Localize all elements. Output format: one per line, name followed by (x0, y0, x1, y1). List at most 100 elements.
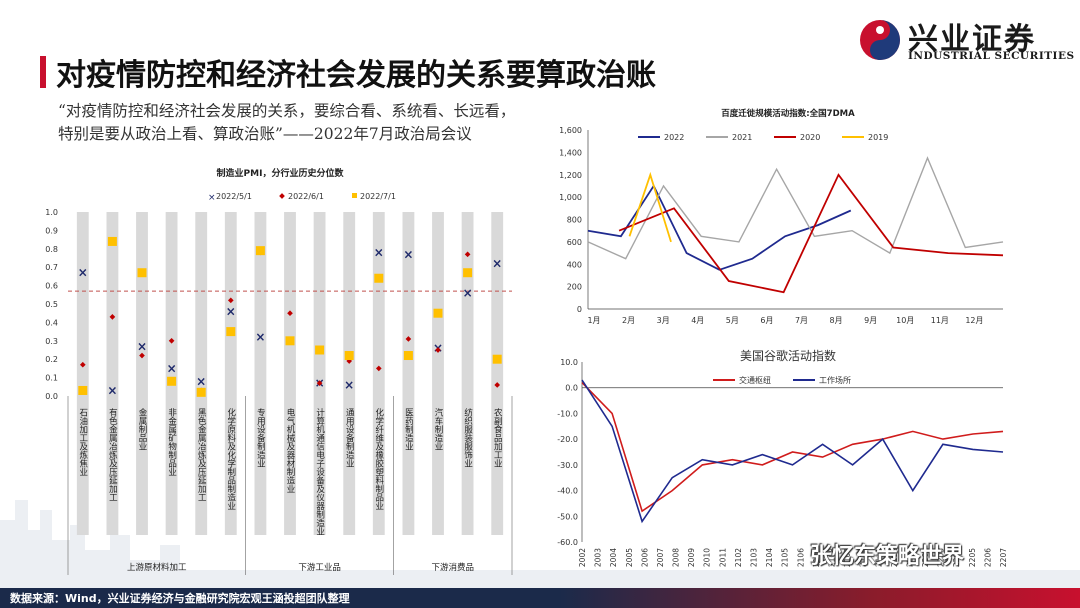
category-bar (254, 212, 267, 535)
x-tick-label: 2207 (999, 548, 1008, 567)
legend-label: 2021 (732, 133, 752, 142)
x-tick-label: 2010 (703, 548, 712, 567)
x-tick-label: 2103 (750, 548, 759, 567)
x-tick-label: 2107 (812, 548, 821, 567)
legend-label: 2022/5/1 (216, 192, 252, 201)
data-point: × (492, 257, 502, 271)
y-tick-label: 1,400 (559, 148, 582, 157)
category-bar (195, 212, 208, 535)
legend-marker (279, 193, 285, 199)
x-tick-label: 9月 (864, 316, 877, 325)
x-tick-label: 石油加工及炼焦业 (78, 408, 88, 476)
group-label: 下游工业品 (298, 562, 341, 573)
title-accent (40, 56, 46, 88)
y-tick-label: 1,200 (559, 171, 582, 180)
legend-label: 2022/6/1 (288, 192, 324, 201)
x-tick-label: 黑色金属冶炼及压延加工 (196, 408, 206, 502)
data-point: × (196, 374, 206, 388)
y-tick-label: -40.0 (557, 487, 578, 496)
data-point (139, 352, 145, 359)
data-point: × (463, 286, 473, 300)
y-tick-label: 0.2 (45, 355, 58, 364)
y-tick-label: -20.0 (557, 435, 578, 444)
pmi-percentile-chart: 制造业PMI，分行业历史分位数 × 2022/5/1 2022/6/1 2022/7/1… (45, 167, 513, 575)
data-point (167, 376, 177, 386)
data-point (405, 336, 412, 342)
y-tick-label: 600 (567, 238, 582, 247)
logo-icon (860, 20, 900, 60)
x-tick-label: 农副食品加工业 (492, 407, 502, 467)
data-point: × (374, 245, 384, 259)
x-tick-label: 化学原料及化学制品制造业 (226, 407, 236, 510)
x-tick-label: 2002 (578, 548, 587, 567)
group-label: 上游原材料加工 (127, 562, 187, 573)
category-bar (165, 212, 178, 535)
y-tick-label: 10.0 (560, 358, 578, 367)
data-point (464, 251, 471, 258)
x-tick-label: 2007 (656, 548, 665, 567)
data-point (107, 236, 117, 246)
chart-title: 制造业PMI，分行业历史分位数 (217, 167, 345, 179)
legend-label: 2022/7/1 (360, 192, 396, 201)
x-tick-label: 4月 (691, 316, 704, 325)
y-tick-label: 0.0 (45, 392, 58, 401)
x-tick-label: 医药制造业 (403, 408, 413, 451)
y-tick-label: 1.0 (45, 208, 58, 217)
x-tick-label: 有色金属冶炼及压延加工 (107, 407, 117, 501)
data-point: × (403, 247, 413, 261)
group-label: 下游消费品 (432, 562, 475, 573)
x-tick-label: 3月 (657, 316, 670, 325)
y-tick-label: 0.1 (45, 374, 58, 383)
data-point (316, 380, 323, 386)
x-tick-label: 2004 (609, 548, 618, 567)
data-point: × (226, 304, 236, 318)
data-point (285, 336, 295, 346)
series-line (628, 171, 672, 243)
y-tick-label: 0.8 (45, 245, 58, 254)
data-point (315, 345, 325, 355)
footer-accent (560, 588, 1080, 608)
y-tick-label: 1,000 (559, 193, 582, 202)
data-point (494, 382, 501, 388)
x-tick-label: 2005 (625, 548, 634, 567)
x-tick-label: 计算机通信电子设备及仪器制造业 (315, 407, 325, 535)
x-tick-label: 2110 (859, 548, 868, 567)
x-tick-label: 5月 (726, 316, 739, 325)
data-point (227, 297, 234, 304)
logo-english: INDUSTRIAL SECURITIES (908, 50, 1075, 62)
y-tick-label: -30.0 (557, 461, 578, 470)
y-tick-label: 800 (567, 216, 582, 225)
y-tick-label: 1,600 (559, 126, 582, 135)
category-bar (402, 212, 415, 535)
x-tick-label: 纺织服装服饰业 (463, 407, 473, 467)
x-tick-label: 专用设备制造业 (255, 407, 265, 467)
x-tick-label: 2205 (968, 548, 977, 567)
data-point: × (78, 266, 88, 280)
x-tick-label: 2108 (827, 548, 836, 567)
x-tick-label: 电气机械及器材制造业 (285, 407, 295, 493)
quote-text: “对疫情防控和经济社会发展的关系，要综合看、系统看、长远看，特别是要从政治上看、… (58, 102, 516, 143)
y-tick-label: 200 (567, 283, 582, 292)
x-tick-label: 8月 (830, 316, 843, 325)
data-point (255, 246, 265, 256)
legend-label: 2022 (664, 133, 684, 142)
x-tick-label: 2203 (937, 548, 946, 567)
x-tick-label: 2009 (687, 548, 696, 567)
category-bar (106, 212, 119, 535)
x-tick-label: 2104 (765, 548, 774, 567)
category-bar (343, 212, 356, 535)
data-point (109, 314, 116, 320)
x-tick-label: 汽车制造业 (433, 407, 443, 450)
legend-label: 2020 (800, 133, 820, 142)
y-tick-label: 0.4 (45, 318, 58, 327)
data-point (435, 347, 441, 353)
data-point: × (137, 339, 147, 353)
x-tick-label: 10月 (896, 316, 914, 325)
x-tick-label: 2008 (672, 548, 681, 567)
x-tick-label: 1月 (587, 316, 600, 325)
x-tick-label: 2204 (952, 548, 961, 567)
category-bar (284, 212, 296, 535)
chart-title: 百度迁徙规模活动指数:全国7DMA (721, 108, 855, 119)
x-tick-label: 2109 (843, 548, 852, 567)
x-tick-label: 2112 (890, 548, 899, 567)
